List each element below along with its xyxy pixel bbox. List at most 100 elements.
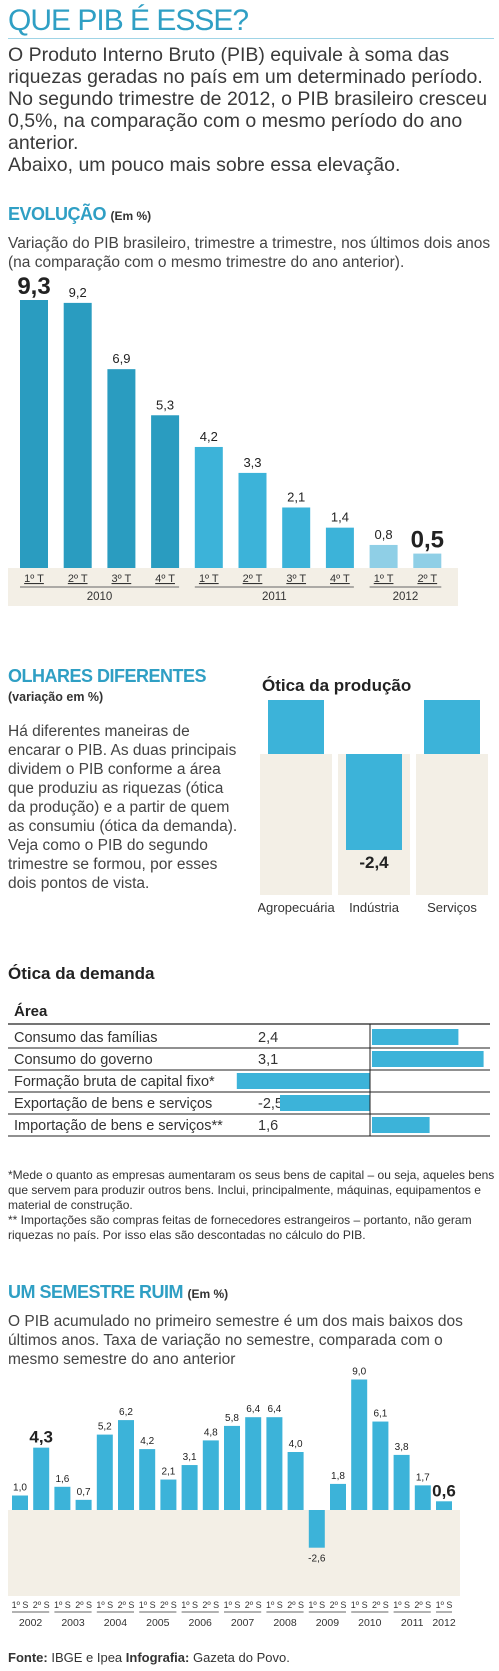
tick-label: 4º T (330, 573, 350, 585)
tick-label: 2º S (414, 1600, 431, 1610)
bar (96, 1434, 113, 1510)
bar (372, 1117, 430, 1133)
group-label: 2011 (401, 1617, 424, 1629)
bar (372, 1029, 459, 1045)
group-label: 2007 (231, 1617, 255, 1629)
tick-label: 2º T (68, 573, 88, 585)
infografia-text: Gazeta do Povo. (192, 1650, 290, 1665)
infografia-label: Infografia: (125, 1650, 190, 1665)
row-label: Consumo das famílias (14, 1030, 157, 1046)
data-label: 0,7 (77, 1487, 91, 1498)
tick-label: 1º S (181, 1600, 198, 1610)
bar (287, 1452, 304, 1510)
data-label: 5,2 (98, 1422, 112, 1433)
data-label: 1,7 (416, 1472, 430, 1483)
tick-label: 2º S (372, 1600, 389, 1610)
semestre-title: UM SEMESTRE RUIM (8, 1282, 184, 1302)
footnotes: *Mede o quanto as empresas aumentaram os… (8, 1168, 496, 1243)
intro-paragraph-2: Abaixo, um pouco mais sobre essa elevaçã… (8, 154, 401, 176)
bar (369, 544, 398, 568)
footer-credits: Fonte: IBGE e Ipea Infografia: Gazeta do… (8, 1650, 290, 1665)
category-label: Serviços (427, 900, 477, 915)
bar (139, 1449, 156, 1510)
group-label: 2009 (316, 1617, 340, 1629)
bar (160, 1479, 177, 1510)
row-label: Consumo do governo (14, 1052, 153, 1068)
source-text: IBGE e Ipea (51, 1650, 123, 1665)
bar (268, 700, 324, 754)
bar (54, 1486, 71, 1510)
group-label: 2002 (19, 1617, 43, 1629)
evolucao-chart: 9,3 1º T 9,2 2º T 6,9 3º T 5,3 4º T 4,2 1º T 3,3 2º… (8, 273, 458, 606)
tick-label: 2º S (118, 1600, 135, 1610)
group-label: 2008 (273, 1617, 297, 1629)
group-label: 2010 (87, 591, 113, 603)
evolucao-title: EVOLUÇÃO (8, 204, 107, 224)
row-value: 1,6 (258, 1118, 278, 1134)
row-value: -2,5 (258, 1096, 283, 1112)
tick-label: 1º S (308, 1600, 325, 1610)
data-label: 1,4 (331, 510, 349, 525)
semestre-heading: UM SEMESTRE RUIM (Em %) (8, 1282, 228, 1303)
group-label: 2012 (432, 1617, 456, 1629)
tick-label: 1º S (139, 1600, 156, 1610)
data-label: 1,8 (331, 1471, 345, 1482)
data-label: 4,2 (140, 1436, 154, 1447)
data-label: 0,6 (432, 1481, 456, 1500)
row-label: Exportação de bens e serviços (14, 1096, 212, 1112)
tick-label: 2º S (160, 1600, 177, 1610)
data-label: 3,8 (395, 1442, 409, 1453)
intro-text: O Produto Interno Bruto (PIB) equivale à… (8, 44, 494, 176)
tick-label: 1º S (436, 1600, 453, 1610)
data-label: 6,9 (112, 351, 130, 366)
bar (372, 1421, 389, 1510)
data-label: 4,8 (204, 1427, 218, 1438)
tick-label: 2º S (245, 1600, 262, 1610)
tick-label: 1º S (12, 1600, 29, 1610)
group-label: 2005 (146, 1617, 170, 1629)
bar (282, 507, 311, 568)
data-label: 6,1 (373, 1409, 387, 1420)
bar (238, 472, 267, 568)
data-label: 9,0 (352, 1367, 366, 1378)
bar (75, 1499, 92, 1510)
bar (236, 1073, 370, 1089)
tick-label: 1º S (224, 1600, 241, 1610)
olhares-title: OLHARES DIFERENTES (8, 666, 207, 686)
row-value: 3,1 (258, 1052, 278, 1068)
data-label: -2,4 (359, 853, 389, 872)
tick-label: 1º S (351, 1600, 368, 1610)
producao-title: Ótica da produção (262, 676, 412, 695)
tick-label: 1º S (96, 1600, 113, 1610)
data-label: 0,5 (411, 527, 444, 554)
data-label: 1,0 (13, 1483, 27, 1494)
bar (308, 1510, 325, 1548)
group-label: 2012 (393, 591, 419, 603)
bar (224, 1425, 240, 1510)
producao-chart: 1,7Agropecuária-2,4Indústria1,5Serviços (258, 700, 488, 915)
bar (245, 1417, 262, 1510)
tick-label: 2º S (33, 1600, 50, 1610)
bar (414, 1485, 431, 1510)
bar (202, 1440, 219, 1510)
tick-label: 1º S (54, 1600, 71, 1610)
footnote-importacoes: ** Importações são compras feitas de for… (8, 1213, 472, 1242)
group-label: 2004 (104, 1617, 128, 1629)
data-label: 6,4 (246, 1404, 260, 1415)
tick-label: 1º T (374, 573, 394, 585)
title-divider (8, 38, 494, 39)
tick-label: 1º T (24, 573, 44, 585)
data-label: 1,6 (55, 1474, 69, 1485)
zero-panel (8, 1510, 460, 1596)
tick-label: 1º S (393, 1600, 410, 1610)
tick-label: 1º S (266, 1600, 283, 1610)
semestre-unit: (Em %) (187, 1287, 229, 1301)
bar (413, 553, 442, 568)
bar (12, 1495, 28, 1510)
category-label: Agropecuária (258, 900, 335, 915)
bar (151, 415, 180, 568)
group-label: 2011 (262, 591, 287, 603)
column-panel (416, 754, 488, 895)
data-label: 6,2 (119, 1407, 133, 1418)
data-label: 3,1 (183, 1452, 197, 1463)
